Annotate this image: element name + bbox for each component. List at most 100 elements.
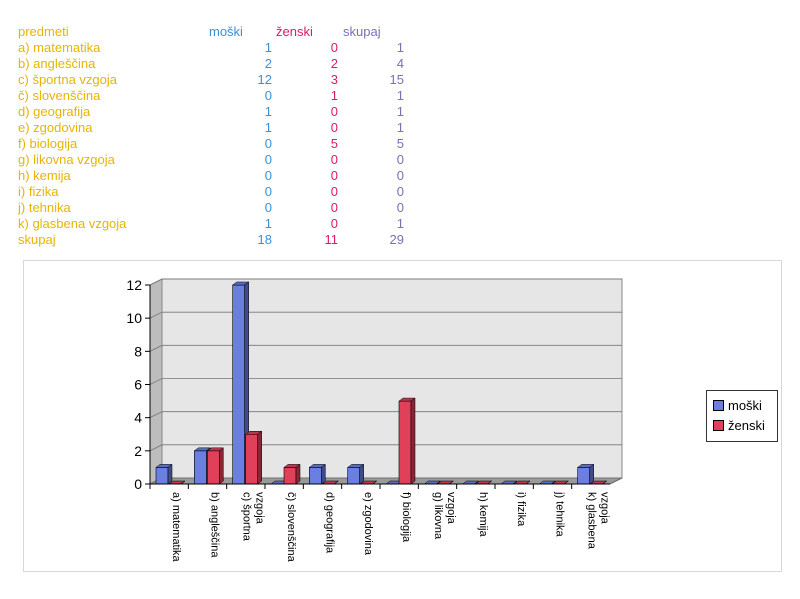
gridline (149, 311, 622, 319)
table-cell-s: 4 (396, 56, 404, 71)
table-cell-s: 0 (396, 184, 404, 199)
legend-item-female: ženski (713, 418, 765, 434)
table-cell-m: 0 (264, 168, 272, 183)
table-cell-s: 1 (396, 104, 404, 119)
table-cell-z: 0 (330, 184, 338, 199)
x-tick-label: vzgoja (445, 492, 457, 525)
bar-female (207, 450, 220, 485)
header-male: moški (209, 24, 243, 39)
y-tick-label: 10 (126, 310, 142, 326)
table-cell-subject: h) kemija (18, 168, 71, 183)
table-cell-z: 3 (330, 72, 338, 87)
table-cell-m: 0 (264, 136, 272, 151)
total-cell-subject: skupaj (18, 232, 56, 247)
bar-side-face (372, 480, 377, 485)
table-cell-subject: d) geografija (18, 104, 91, 119)
table-cell-m: 1 (264, 40, 272, 55)
bar-male (232, 284, 245, 485)
table-cell-subject: j) tehnika (18, 200, 71, 215)
gridline (149, 411, 622, 419)
bar-side-face (321, 463, 326, 485)
table-cell-m: 1 (264, 120, 272, 135)
bar-male (309, 467, 322, 485)
bar-side-face (359, 463, 364, 485)
total-cell-s: 29 (389, 232, 404, 247)
table-cell-s: 0 (396, 152, 404, 167)
y-tick-label: 0 (134, 476, 142, 492)
y-tick-label: 4 (134, 410, 142, 426)
chart-frame (23, 260, 782, 572)
x-tick-label: j) tehnika (554, 491, 566, 538)
bar-side-face (602, 480, 607, 485)
x-tick-label: vzgoja (253, 492, 265, 525)
table-cell-z: 0 (330, 216, 338, 231)
table-cell-s: 0 (396, 168, 404, 183)
bar-side-face (449, 480, 454, 485)
header-female: ženski (276, 24, 313, 39)
total-cell-m: 18 (257, 232, 272, 247)
gridline (149, 444, 622, 452)
bar-female (398, 400, 412, 485)
data-table: predmeti moški ženski skupaj a) matemati… (0, 0, 800, 250)
table-cell-s: 0 (396, 200, 404, 215)
table-cell-z: 0 (330, 120, 338, 135)
table-cell-z: 2 (330, 56, 338, 71)
bar-side-face (295, 463, 301, 485)
table-cell-subject: f) biologija (18, 136, 78, 151)
table-cell-s: 1 (396, 40, 404, 55)
table-cell-subject: b) angleščina (18, 56, 96, 71)
legend-label-female: ženski (728, 418, 765, 433)
table-cell-z: 0 (330, 104, 338, 119)
table-cell-m: 1 (264, 104, 272, 119)
bar-female (245, 433, 258, 485)
x-tick-label: c) športna (240, 492, 252, 542)
table-cell-m: 2 (264, 56, 272, 71)
x-tick-label: b) angleščina (209, 492, 221, 558)
table-cell-subject: i) fizika (18, 184, 59, 199)
bar-side-face (512, 480, 518, 485)
table-cell-subject: c) športna vzgoja (18, 72, 117, 87)
legend-label-male: moški (728, 398, 762, 413)
table-cell-z: 0 (330, 200, 338, 215)
table-cell-m: 1 (264, 216, 272, 231)
bar-side-face (487, 480, 492, 485)
header-subjects: predmeti (18, 24, 69, 39)
bar-side-face (410, 397, 416, 485)
bar-side-face (564, 480, 569, 485)
table-cell-m: 0 (264, 200, 272, 215)
table-cell-subject: g) likovna vzgoja (18, 152, 115, 167)
legend-item-male: moški (713, 398, 762, 414)
x-tick-label: h) kemija (477, 492, 489, 538)
bar-side-face (167, 463, 173, 485)
bar-side-face (525, 480, 531, 485)
table-cell-z: 0 (330, 152, 338, 167)
table-cell-m: 0 (264, 152, 272, 167)
y-tick-label: 8 (134, 343, 142, 359)
table-cell-subject: a) matematika (18, 40, 101, 55)
bar-male (155, 467, 169, 485)
table-cell-m: 0 (264, 184, 272, 199)
x-tick-label: č) slovenščina (285, 492, 297, 563)
total-cell-z: 11 (324, 232, 339, 247)
gridline (149, 278, 622, 286)
bar-side-face (180, 480, 186, 485)
table-cell-z: 0 (330, 168, 338, 183)
table-cell-s: 1 (396, 120, 404, 135)
bar-male (347, 467, 360, 485)
x-tick-label: f) biologija (400, 492, 412, 543)
table-cell-s: 15 (389, 72, 404, 87)
table-cell-z: 1 (330, 88, 338, 103)
table-cell-z: 0 (330, 40, 338, 55)
bar-side-face (334, 480, 339, 485)
bar-side-face (474, 480, 479, 485)
bar-side-face (589, 463, 594, 485)
table-cell-s: 5 (396, 136, 404, 151)
legend-swatch-male (713, 400, 724, 411)
table-cell-m: 12 (257, 72, 272, 87)
table-cell-s: 1 (396, 88, 404, 103)
bar-side-face (551, 480, 556, 485)
bar-side-face (257, 430, 262, 485)
table-cell-subject: č) slovenščina (18, 88, 101, 103)
y-tick-label: 12 (126, 277, 142, 293)
x-tick-label: i) fizika (515, 492, 527, 527)
